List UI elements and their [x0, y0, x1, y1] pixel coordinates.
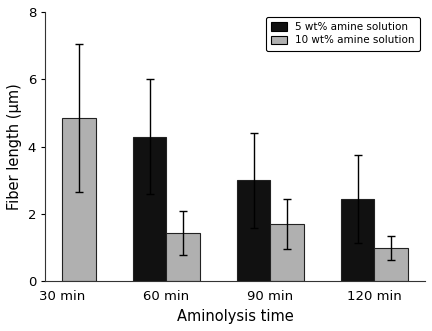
Bar — [341, 199, 375, 281]
Bar — [133, 137, 166, 281]
Bar — [270, 224, 304, 281]
X-axis label: Aminolysis time: Aminolysis time — [177, 309, 293, 324]
Legend: 5 wt% amine solution, 10 wt% amine solution: 5 wt% amine solution, 10 wt% amine solut… — [266, 17, 420, 51]
Bar — [375, 248, 408, 281]
Y-axis label: Fiber length (μm): Fiber length (μm) — [7, 83, 22, 210]
Bar — [237, 180, 270, 281]
Bar — [166, 233, 200, 281]
Bar — [62, 118, 95, 281]
